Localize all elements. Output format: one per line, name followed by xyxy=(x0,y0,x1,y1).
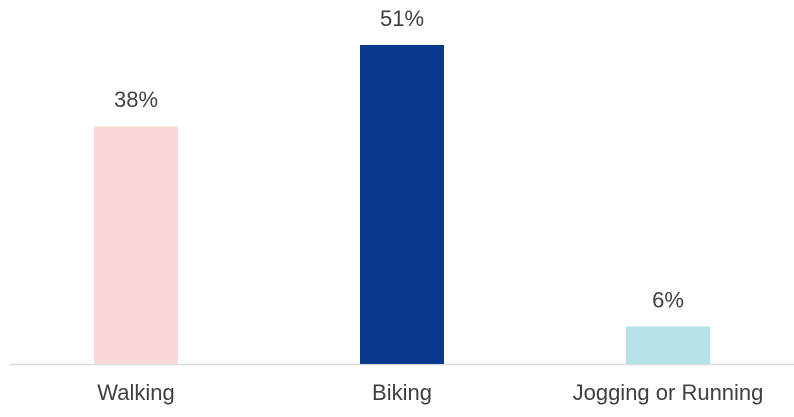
value-label: 38% xyxy=(114,87,158,112)
x-tick-label: Jogging or Running xyxy=(573,380,764,405)
x-tick-label: Walking xyxy=(97,380,174,405)
value-label: 51% xyxy=(380,6,424,31)
x-tick-label: Biking xyxy=(372,380,432,405)
bar xyxy=(626,326,710,364)
bar xyxy=(360,45,444,364)
bar xyxy=(94,126,178,365)
value-label: 6% xyxy=(652,287,684,312)
